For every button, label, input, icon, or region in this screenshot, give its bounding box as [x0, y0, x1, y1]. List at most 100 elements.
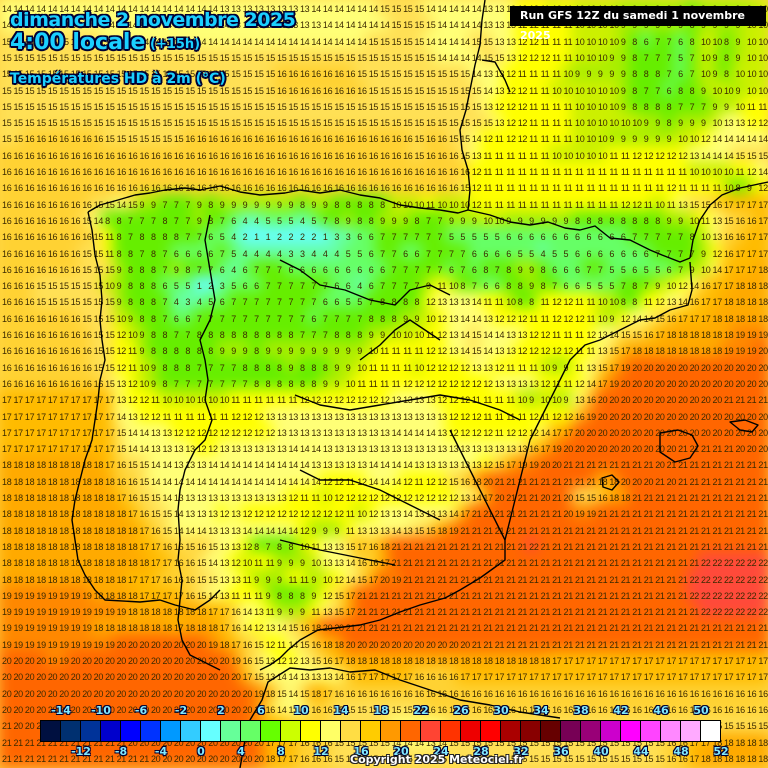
temperature-value: 6 — [369, 265, 374, 275]
temperature-value: 11 — [105, 232, 114, 242]
temperature-value: 16 — [266, 151, 276, 161]
temperature-value: 14 — [128, 20, 138, 30]
temperature-value: 16 — [747, 216, 757, 226]
temperature-value: 8 — [690, 86, 695, 96]
temperature-value: 8 — [140, 265, 145, 275]
temperature-value: 14 — [128, 37, 138, 47]
legend-swatch — [261, 721, 281, 741]
temperature-value: 15 — [48, 86, 58, 96]
temperature-value: 6 — [586, 232, 591, 242]
temperature-value: 6 — [254, 281, 259, 291]
temperature-value: 5 — [231, 281, 236, 291]
temperature-value: 8 — [632, 86, 637, 96]
temperature-value: 12 — [472, 183, 482, 193]
temperature-value: 16 — [82, 134, 92, 144]
temperature-value: 9 — [254, 200, 259, 210]
temperature-value: 9 — [747, 183, 752, 193]
temperature-value: 15 — [36, 53, 46, 63]
temperature-value: 9 — [346, 216, 351, 226]
temperature-value: 15 — [220, 53, 230, 63]
temperature-value: 15 — [472, 118, 482, 128]
temperature-value: 15 — [231, 69, 241, 79]
temperature-value: 10 — [575, 37, 585, 47]
temperature-value: 6 — [243, 265, 248, 275]
temperature-value: 16 — [59, 200, 69, 210]
temperature-value: 15 — [197, 86, 207, 96]
temperature-value: 15 — [403, 102, 413, 112]
temperature-value: 16 — [437, 134, 447, 144]
temperature-value: 15 — [2, 134, 12, 144]
temperature-value: 15 — [254, 118, 264, 128]
temperature-value: 7 — [667, 232, 672, 242]
temperature-value: 15 — [357, 102, 367, 112]
temperature-value: 9 — [426, 281, 431, 291]
temperature-value: 15 — [369, 69, 379, 79]
temperature-value: 15 — [13, 134, 23, 144]
temperature-value: 16 — [2, 232, 12, 242]
temperature-value: 15 — [82, 69, 92, 79]
legend-swatch — [541, 721, 561, 741]
legend-swatch — [401, 721, 421, 741]
temperature-value: 16 — [48, 134, 58, 144]
temperature-value: 15 — [94, 249, 104, 259]
temperature-value: 13 — [483, 69, 493, 79]
temperature-value: 5 — [483, 232, 488, 242]
temperature-value: 11 — [701, 183, 710, 193]
temperature-value: 15 — [300, 53, 310, 63]
temperature-value: 7 — [403, 232, 408, 242]
temperature-value: 15 — [208, 53, 218, 63]
temperature-value: 14 — [357, 37, 367, 47]
temperature-value: 16 — [197, 183, 207, 193]
temperature-value: 7 — [277, 281, 282, 291]
temperature-value: 16 — [334, 183, 344, 193]
temperature-value: 13 — [495, 118, 505, 128]
temperature-value: 7 — [162, 265, 167, 275]
temperature-value: 10 — [495, 216, 505, 226]
temperature-value: 9 — [621, 102, 626, 112]
temperature-value: 7 — [162, 200, 167, 210]
temperature-value: 12 — [621, 200, 631, 210]
temperature-value: 11 — [678, 167, 687, 177]
temperature-value: 14 — [460, 53, 470, 63]
temperature-value: 16 — [82, 232, 92, 242]
legend-label: 22 — [413, 704, 428, 717]
legend-swatch — [581, 721, 601, 741]
temperature-value: 5 — [346, 249, 351, 259]
temperature-value: 12 — [518, 53, 528, 63]
temperature-value: 6 — [667, 265, 672, 275]
temperature-value: 15 — [277, 102, 287, 112]
temperature-value: 15 — [266, 102, 276, 112]
temperature-value: 6 — [334, 281, 339, 291]
temperature-value: 15 — [59, 281, 69, 291]
temperature-value: 15 — [415, 69, 425, 79]
temperature-value: 2 — [289, 232, 294, 242]
temperature-value: 7 — [644, 281, 649, 291]
temperature-value: 15 — [392, 37, 402, 47]
temperature-value: 16 — [117, 183, 127, 193]
temperature-value: 16 — [392, 134, 402, 144]
temperature-value: 13 — [311, 20, 321, 30]
temperature-value: 16 — [403, 151, 413, 161]
temperature-value: 16 — [48, 183, 58, 193]
temperature-value: 5 — [529, 249, 534, 259]
legend-swatch — [441, 721, 461, 741]
temperature-value: 16 — [48, 216, 58, 226]
temperature-value: 16 — [392, 183, 402, 193]
temperature-value: 5 — [552, 249, 557, 259]
legend-swatch — [321, 721, 341, 741]
temperature-value: 10 — [575, 102, 585, 112]
temperature-value: 11 — [541, 118, 550, 128]
temperature-value: 14 — [369, 4, 379, 14]
temperature-value: 11 — [541, 200, 550, 210]
temperature-value: 1 — [254, 232, 259, 242]
temperature-value: 11 — [495, 151, 504, 161]
temperature-value: 4 — [323, 249, 328, 259]
temperature-value: 15 — [415, 102, 425, 112]
temperature-value: 15 — [36, 69, 46, 79]
temperature-value: 11 — [713, 183, 722, 193]
temperature-value: 5 — [311, 216, 316, 226]
temperature-value: 13 — [495, 4, 505, 14]
temperature-value: 10 — [564, 151, 574, 161]
temperature-value: 16 — [231, 134, 241, 144]
temperature-value: 15 — [162, 102, 172, 112]
